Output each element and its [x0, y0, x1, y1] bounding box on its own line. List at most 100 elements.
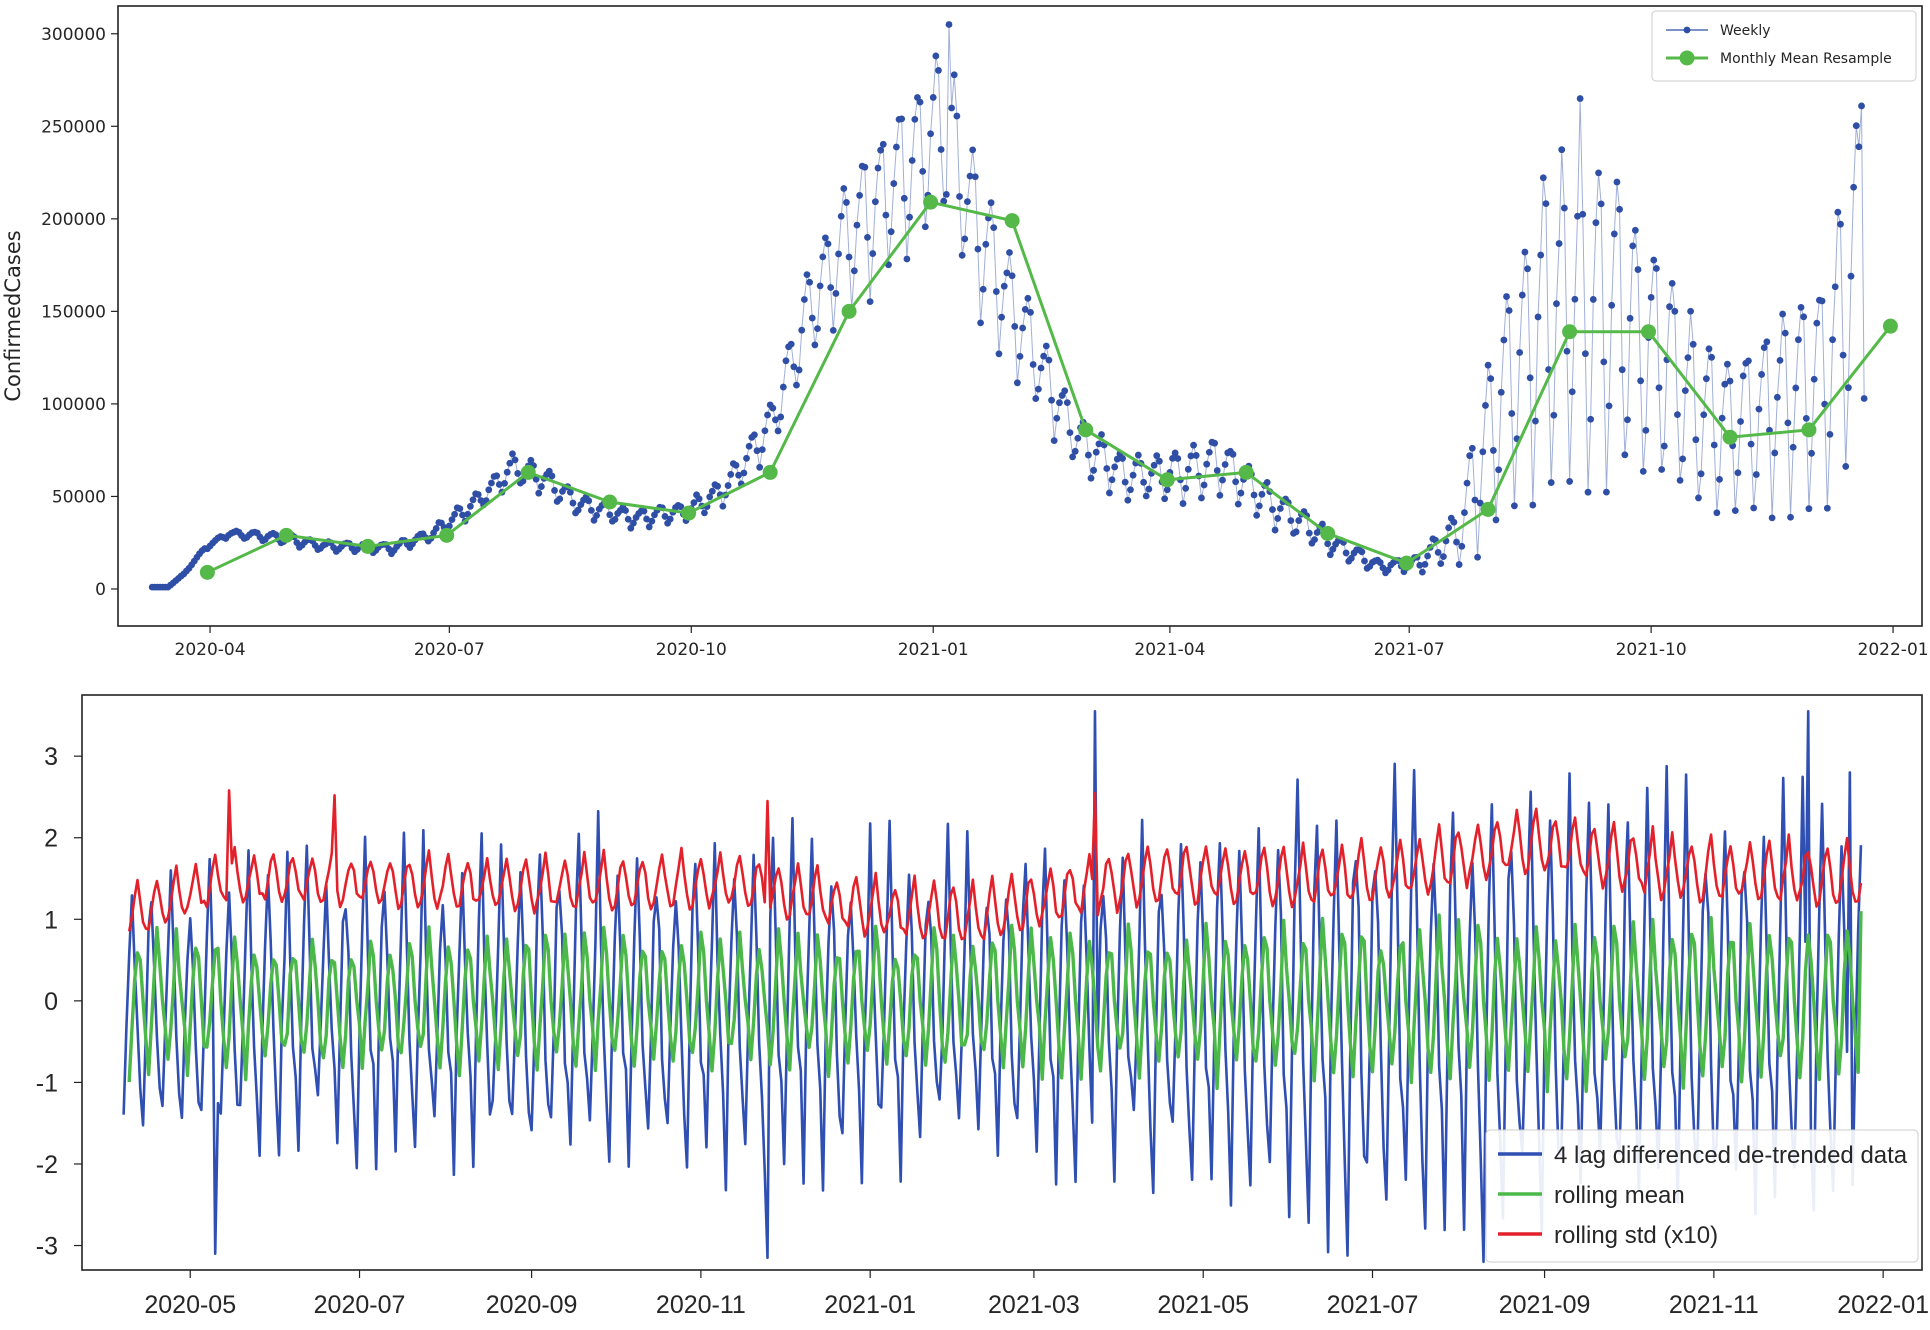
weekly-point [977, 319, 984, 327]
weekly-point [1066, 429, 1074, 437]
weekly-point [1048, 396, 1055, 404]
weekly-point [1579, 210, 1587, 218]
weekly-point [900, 194, 908, 202]
weekly-point [1689, 340, 1697, 348]
legend-detrended-label: 4 lag differenced de-trended data [1554, 1142, 1908, 1169]
weekly-point [1169, 454, 1176, 462]
weekly-point [1171, 449, 1179, 457]
weekly-point [585, 497, 593, 505]
weekly-point [1119, 455, 1126, 462]
weekly-point [806, 278, 814, 286]
weekly-point [1050, 437, 1058, 445]
weekly-point [627, 524, 635, 532]
y-tick-label: 2 [44, 825, 58, 853]
weekly-point [821, 234, 829, 242]
weekly-point [1276, 505, 1284, 512]
weekly-point [501, 479, 508, 487]
weekly-point [611, 515, 619, 523]
weekly-point [1660, 442, 1668, 450]
weekly-point [803, 271, 811, 279]
weekly-point [761, 427, 769, 435]
weekly-point [1253, 511, 1261, 519]
weekly-point [1234, 500, 1242, 508]
weekly-point [1629, 242, 1637, 250]
plot-frame [117, 5, 1923, 627]
legend-box [1651, 10, 1917, 82]
weekly-point [1647, 293, 1655, 301]
x-tick-label: 2021-05 [1157, 1291, 1249, 1319]
weekly-point [824, 240, 832, 248]
weekly-point [1550, 411, 1558, 419]
weekly-point [1292, 528, 1300, 536]
top-chart: ConfirmedCases 0 50000 100000 150000 200000 25… [1, 5, 1929, 660]
weekly-point [940, 197, 948, 205]
weekly-point [1723, 360, 1731, 368]
weekly-point [1676, 476, 1684, 484]
weekly-point [1566, 478, 1574, 485]
weekly-point [1500, 336, 1508, 344]
weekly-point [1021, 306, 1029, 313]
weekly-point [514, 470, 522, 477]
monthly-mean-point [520, 464, 536, 480]
x-tick-label: 2020-09 [486, 1291, 578, 1319]
weekly-point [1439, 553, 1447, 561]
monthly-mean-point [360, 538, 376, 554]
weekly-point [695, 495, 703, 503]
weekly-point [1781, 329, 1789, 337]
weekly-point [1755, 405, 1763, 413]
weekly-point [1029, 361, 1037, 368]
weekly-point [1140, 478, 1147, 486]
weekly-point [790, 363, 798, 371]
weekly-point [1326, 551, 1334, 559]
weekly-point [1324, 540, 1332, 548]
monthly-mean-point [1320, 525, 1336, 541]
weekly-point [1855, 143, 1863, 151]
weekly-point [556, 495, 564, 503]
monthly-mean-point [1562, 324, 1578, 340]
x-tick-label: 2021-01 [824, 1291, 916, 1319]
weekly-point [1752, 471, 1760, 478]
weekly-point [1581, 350, 1589, 358]
weekly-point [753, 447, 761, 455]
bottom-chart: -3 -2 -1 0 1 2 3 2020-05 2020-07 2020-09 2020-11 20… [36, 694, 1929, 1319]
detrended-data-line [122, 710, 1863, 1264]
x-tick-label: 2021-01 [898, 640, 969, 660]
weekly-point [756, 463, 764, 471]
weekly-point [1027, 308, 1034, 316]
weekly-point [769, 404, 777, 412]
weekly-point [1695, 494, 1702, 502]
weekly-point [866, 298, 874, 306]
weekly-point [1445, 524, 1453, 532]
weekly-point [1658, 466, 1666, 473]
monthly-mean-point [762, 464, 778, 480]
weekly-point [1342, 549, 1350, 557]
weekly-point [869, 250, 877, 257]
weekly-point [1150, 461, 1158, 469]
weekly-point [1771, 449, 1779, 457]
weekly-point [1529, 501, 1537, 509]
monthly-mean-line [206, 200, 1892, 574]
weekly-point [1492, 516, 1500, 524]
weekly-point [532, 475, 540, 483]
weekly-point [640, 507, 648, 515]
legend-rolling-mean-label: rolling mean [1554, 1182, 1685, 1209]
weekly-point [1287, 517, 1295, 525]
weekly-point [1842, 463, 1850, 470]
weekly-point [937, 146, 945, 153]
weekly-point [1518, 291, 1526, 299]
weekly-point [593, 511, 601, 519]
weekly-point [1666, 303, 1673, 311]
weekly-point [908, 157, 916, 164]
weekly-point [1800, 313, 1808, 321]
weekly-point [1466, 452, 1474, 460]
weekly-point [1216, 492, 1224, 499]
weekly-point [811, 341, 819, 349]
weekly-point [1558, 146, 1566, 154]
weekly-point [1258, 490, 1266, 498]
x-tick-label: 2020-05 [144, 1291, 236, 1319]
x-tick-label: 2021-10 [1616, 640, 1687, 660]
weekly-point [735, 471, 743, 479]
weekly-point [1032, 395, 1040, 402]
weekly-point [1203, 460, 1211, 468]
weekly-point [551, 487, 558, 494]
